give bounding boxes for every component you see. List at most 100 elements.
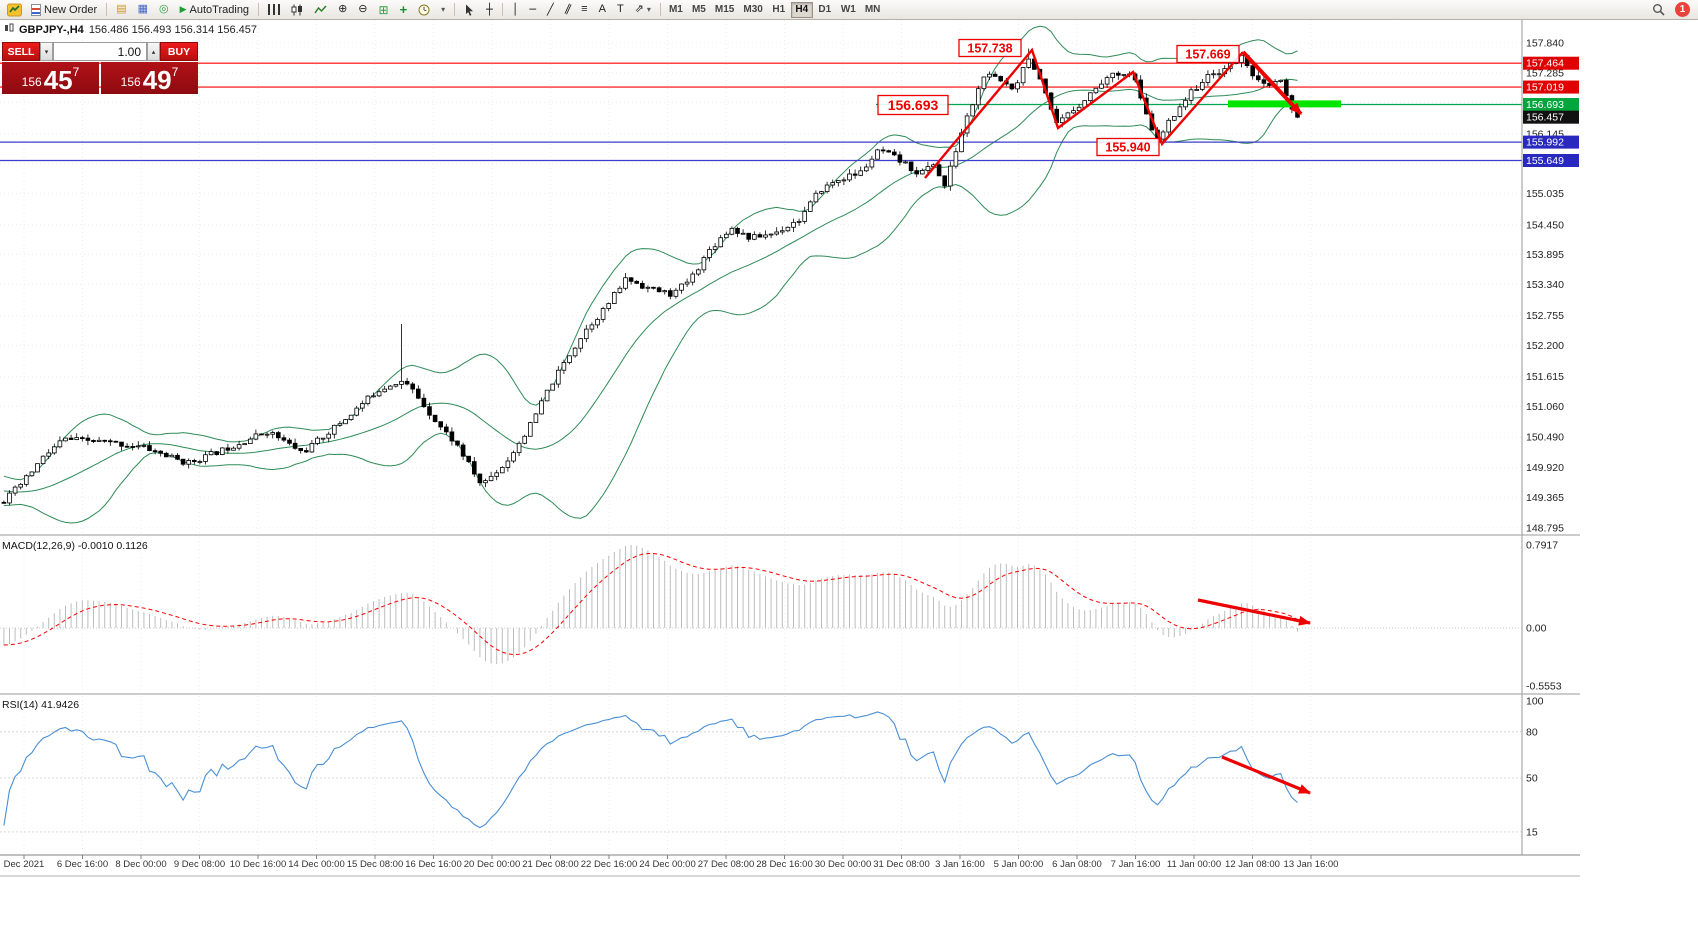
channel-button[interactable]: ∥ bbox=[560, 1, 576, 18]
svg-text:30 Dec 00:00: 30 Dec 00:00 bbox=[815, 859, 872, 870]
svg-text:7 Jan 16:00: 7 Jan 16:00 bbox=[1111, 859, 1161, 870]
macd-axis[interactable]: 0.7917 0.00 -0.5553 bbox=[1526, 540, 1562, 693]
cursor-icon bbox=[466, 4, 474, 16]
trendline-button[interactable]: ╱ bbox=[542, 1, 559, 18]
rsi-axis[interactable]: 100 80 50 15 bbox=[1526, 696, 1544, 839]
svg-text:6 Dec 16:00: 6 Dec 16:00 bbox=[57, 859, 108, 870]
svg-text:157.840: 157.840 bbox=[1526, 38, 1564, 50]
line-chart-button[interactable] bbox=[309, 1, 332, 18]
crosshair-button[interactable]: ┼ bbox=[481, 1, 498, 18]
charts-profile-button[interactable]: ▤ bbox=[111, 1, 131, 18]
vertical-line-button[interactable]: │ bbox=[507, 1, 524, 18]
macd-name: MACD(12,26,9) bbox=[2, 540, 75, 552]
svg-text:16 Dec 16:00: 16 Dec 16:00 bbox=[405, 859, 462, 870]
timeframe-m5-button[interactable]: M5 bbox=[688, 2, 710, 18]
time-axis[interactable]: Dec 2021 6 Dec 16:00 8 Dec 00:00 9 Dec 08:0… bbox=[4, 855, 1339, 870]
tile-windows-button[interactable]: ⊞ bbox=[374, 1, 394, 18]
svg-text:10 Dec 16:00: 10 Dec 16:00 bbox=[230, 859, 287, 870]
zoom-out-button[interactable]: ⊖ bbox=[353, 1, 372, 18]
rsi-name: RSI(14) bbox=[2, 699, 39, 711]
volume-input[interactable] bbox=[53, 42, 147, 61]
horizontal-level-lines[interactable] bbox=[0, 62, 1522, 162]
svg-text:22 Dec 16:00: 22 Dec 16:00 bbox=[581, 859, 638, 870]
line-chart-icon bbox=[314, 5, 327, 13]
text-button[interactable]: A bbox=[594, 1, 611, 18]
candlestick-chart-button[interactable] bbox=[286, 1, 308, 18]
rsi-line bbox=[3, 711, 1298, 829]
ohlc-readout: 156.486 156.493 156.314 156.457 bbox=[88, 23, 258, 36]
price-annotation-box bbox=[877, 94, 949, 116]
cursor-button[interactable] bbox=[459, 1, 480, 18]
svg-text:5 Jan 00:00: 5 Jan 00:00 bbox=[994, 859, 1044, 870]
main-toolbar: New Order ▤ ▦ ◎ ▶ AutoTrading ⊕ ⊖ ⊞ + ▾ … bbox=[0, 0, 1698, 20]
price-badges: 157.464 157.019 155.992 155.649 156.693156.4… bbox=[1523, 56, 1579, 167]
price-annotation-box bbox=[958, 38, 1022, 58]
text-label-button[interactable]: T bbox=[612, 1, 629, 18]
svg-text:27 Dec 08:00: 27 Dec 08:00 bbox=[698, 859, 755, 870]
autotrading-button[interactable]: ▶ AutoTrading bbox=[175, 1, 254, 18]
green-zone-rectangle[interactable] bbox=[1228, 100, 1341, 108]
timeframe-m15-button[interactable]: M15 bbox=[711, 2, 738, 18]
refresh-button[interactable]: ◎ bbox=[154, 1, 174, 18]
text-icon: A bbox=[598, 3, 606, 15]
price-annotations[interactable]: 157.738 157.669 156.693 155.940 bbox=[877, 38, 1240, 157]
trade-panel-prices: 156 45 7 156 49 7 bbox=[2, 62, 198, 94]
arrows-button[interactable]: ⇗ ▾ bbox=[630, 1, 656, 18]
horizontal-line-button[interactable]: ─ bbox=[524, 1, 541, 18]
svg-text:148.795: 148.795 bbox=[1526, 522, 1564, 534]
svg-text:152.200: 152.200 bbox=[1526, 340, 1564, 352]
trendline-icon: ╱ bbox=[547, 3, 554, 16]
timeframe-w1-button[interactable]: W1 bbox=[837, 2, 860, 18]
sell-button[interactable]: SELL bbox=[2, 42, 40, 61]
svg-text:50: 50 bbox=[1526, 773, 1538, 785]
templates-button[interactable]: ▾ bbox=[436, 1, 450, 18]
svg-text:24 Dec 00:00: 24 Dec 00:00 bbox=[639, 859, 696, 870]
new-order-icon bbox=[31, 3, 41, 16]
volume-increase-button[interactable]: ▴ bbox=[147, 42, 160, 61]
new-order-button[interactable]: New Order bbox=[26, 1, 102, 18]
periods-button[interactable] bbox=[413, 1, 435, 18]
toolbar-separator bbox=[501, 3, 503, 16]
trend-zigzag-line[interactable] bbox=[924, 47, 1244, 179]
svg-text:0.00: 0.00 bbox=[1526, 623, 1547, 635]
timeframe-h1-button[interactable]: H1 bbox=[768, 2, 790, 18]
horizontal-line-icon: ─ bbox=[529, 3, 537, 16]
timeframe-m30-button[interactable]: M30 bbox=[739, 2, 766, 18]
zoom-in-button[interactable]: ⊕ bbox=[333, 1, 352, 18]
toolbar-separator bbox=[454, 3, 456, 16]
data-window-button[interactable]: ▦ bbox=[133, 1, 153, 18]
chart-window[interactable]: 157.738 157.669 156.693 155.940 157.840 157.2… bbox=[0, 20, 1698, 942]
indicators-button[interactable]: + bbox=[395, 1, 413, 18]
timeframe-m1-button[interactable]: M1 bbox=[665, 2, 687, 18]
svg-text:151.060: 151.060 bbox=[1526, 401, 1564, 413]
vertical-line-icon: │ bbox=[511, 3, 519, 16]
sell-price-button[interactable]: 156 45 7 bbox=[2, 62, 99, 94]
svg-text:28 Dec 16:00: 28 Dec 16:00 bbox=[756, 859, 813, 870]
macd-down-arrow[interactable] bbox=[1197, 598, 1311, 626]
notification-badge[interactable]: 1 bbox=[1675, 2, 1690, 17]
chart-canvas[interactable]: 157.738 157.669 156.693 155.940 157.840 157.2… bbox=[0, 20, 1698, 942]
buy-price-button[interactable]: 156 49 7 bbox=[101, 62, 198, 94]
svg-text:3 Jan 16:00: 3 Jan 16:00 bbox=[935, 859, 985, 870]
search-button[interactable] bbox=[1647, 1, 1670, 18]
bar-chart-button[interactable] bbox=[263, 1, 285, 18]
fibonacci-button[interactable]: ≡ bbox=[576, 1, 592, 18]
volume-decrease-button[interactable]: ▾ bbox=[40, 42, 53, 61]
svg-text:150.490: 150.490 bbox=[1526, 432, 1564, 444]
svg-text:Dec 2021: Dec 2021 bbox=[4, 859, 45, 870]
buy-button[interactable]: BUY bbox=[160, 42, 198, 61]
svg-text:156.457: 156.457 bbox=[1526, 112, 1564, 124]
svg-text:149.920: 149.920 bbox=[1526, 462, 1564, 474]
rsi-down-arrow[interactable] bbox=[1221, 755, 1311, 795]
refresh-icon: ◎ bbox=[159, 3, 169, 15]
svg-text:157.019: 157.019 bbox=[1526, 82, 1564, 94]
price-axis[interactable]: 157.840157.285156.730156.145155.590155.0… bbox=[1526, 38, 1564, 535]
timeframe-h4-button[interactable]: H4 bbox=[790, 1, 813, 18]
svg-text:155.035: 155.035 bbox=[1526, 188, 1564, 200]
svg-text:6 Jan 08:00: 6 Jan 08:00 bbox=[1052, 859, 1102, 870]
timeframe-mn-button[interactable]: MN bbox=[861, 2, 885, 18]
trend-down-arrow[interactable] bbox=[1241, 50, 1303, 116]
chart-grid bbox=[0, 20, 1522, 855]
timeframe-d1-button[interactable]: D1 bbox=[814, 2, 836, 18]
svg-text:14 Dec 00:00: 14 Dec 00:00 bbox=[288, 859, 345, 870]
